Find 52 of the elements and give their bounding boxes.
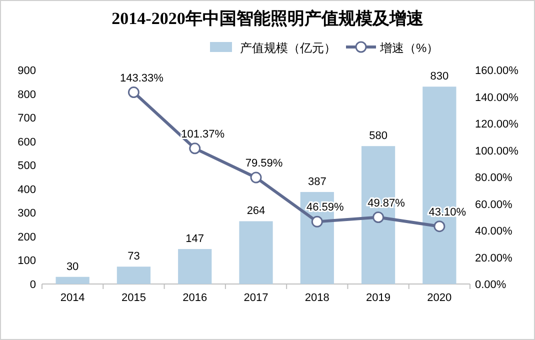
y-tick-label: 0 bbox=[30, 279, 36, 291]
bar bbox=[239, 221, 273, 284]
chart-title: 2014-2020年中国智能照明产值规模及增速 bbox=[112, 9, 424, 28]
y2-tick-label: 40.00% bbox=[475, 226, 513, 238]
data-label: 143.33% bbox=[120, 72, 164, 84]
y2-tick-label: 0.00% bbox=[475, 279, 506, 291]
y2-tick-label: 140.00% bbox=[475, 92, 519, 104]
y2-tick-label: 80.00% bbox=[475, 172, 513, 184]
data-label: 147 bbox=[186, 233, 204, 246]
y-tick-label: 300 bbox=[18, 208, 36, 220]
x-tick-label: 2017 bbox=[244, 292, 268, 304]
data-label: 79.59% bbox=[245, 158, 283, 170]
data-label: 73 bbox=[128, 250, 140, 263]
x-tick-label: 2019 bbox=[366, 292, 391, 304]
y-tick-label: 400 bbox=[18, 184, 36, 196]
data-label: 46.59% bbox=[306, 202, 344, 214]
bar bbox=[56, 276, 90, 284]
data-label: 101.37% bbox=[181, 128, 225, 140]
y2-tick-label: 60.00% bbox=[475, 198, 513, 211]
legend-label: 增速（%） bbox=[379, 41, 439, 55]
data-label: 49.87% bbox=[368, 197, 406, 210]
y-tick-label: 100 bbox=[18, 255, 36, 268]
x-tick-label: 2020 bbox=[427, 292, 452, 304]
data-label: 264 bbox=[246, 205, 266, 218]
bar bbox=[116, 266, 151, 284]
legend-label: 产值规模（亿元） bbox=[240, 41, 336, 55]
y-tick-label: 700 bbox=[18, 112, 36, 125]
x-tick-label: 2014 bbox=[60, 292, 85, 304]
y-tick-label: 900 bbox=[18, 65, 36, 77]
y-tick-label: 600 bbox=[18, 136, 36, 148]
y2-tick-label: 20.00% bbox=[475, 252, 513, 264]
x-tick-label: 2015 bbox=[121, 292, 146, 304]
y-tick-label: 200 bbox=[18, 231, 36, 244]
point bbox=[372, 212, 384, 224]
data-label: 830 bbox=[430, 70, 449, 83]
y2-tick-label: 120.00% bbox=[475, 118, 519, 130]
data-label: 30 bbox=[66, 260, 79, 273]
y-tick-label: 800 bbox=[18, 88, 36, 101]
point bbox=[128, 86, 140, 98]
point bbox=[434, 220, 446, 232]
point bbox=[189, 142, 201, 154]
y-tick-label: 500 bbox=[18, 160, 36, 172]
data-label: 387 bbox=[308, 176, 326, 188]
x-tick-label: 2016 bbox=[182, 292, 208, 304]
data-label: 580 bbox=[369, 130, 388, 142]
data-label: 43.10% bbox=[428, 206, 466, 218]
y2-tick-label: 160.00% bbox=[475, 65, 519, 77]
y2-tick-label: 100.00% bbox=[475, 145, 519, 158]
point bbox=[250, 172, 262, 184]
point bbox=[311, 216, 323, 228]
x-tick-label: 2018 bbox=[304, 292, 330, 304]
bar bbox=[178, 249, 212, 284]
